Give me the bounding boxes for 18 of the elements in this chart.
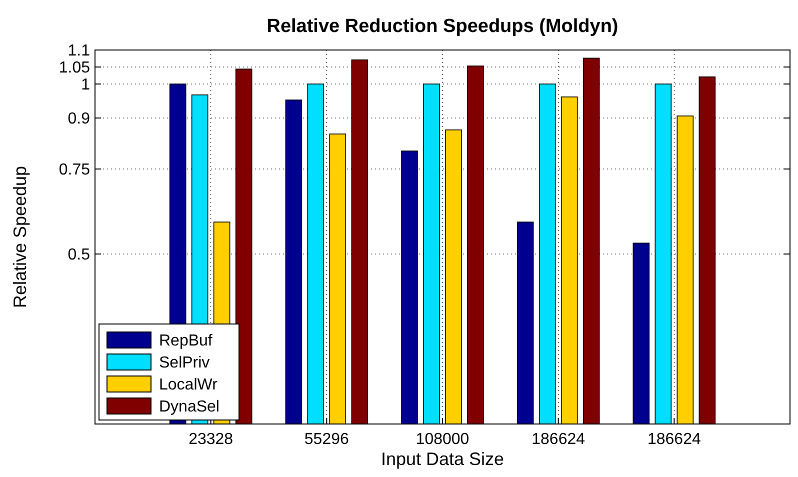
y-tick-label: 1.05 [58,60,90,77]
legend-label: DynaSel [159,398,220,416]
x-tick-label: 186624 [647,431,701,448]
legend-label: LocalWr [159,376,218,394]
y-tick-label: 0.75 [58,162,90,179]
x-axis-title: Input Data Size [380,449,504,469]
y-axis-title: Relative Speedup [10,166,30,308]
chart-title: Relative Reduction Speedups (Moldyn) [266,16,618,37]
x-tick-label: 55296 [304,431,350,448]
y-tick-label: 1.1 [68,42,90,60]
x-tick-label: 108000 [416,431,470,448]
legend-label: RepBuf [159,332,213,350]
y-tick-label: 0.5 [68,246,90,264]
x-tick-label: 23328 [188,431,234,448]
legend-label: SelPriv [159,354,210,372]
y-tick-label: 0.9 [68,110,90,128]
y-tick-label: 1 [81,76,90,94]
x-tick-label: 186624 [532,431,586,448]
